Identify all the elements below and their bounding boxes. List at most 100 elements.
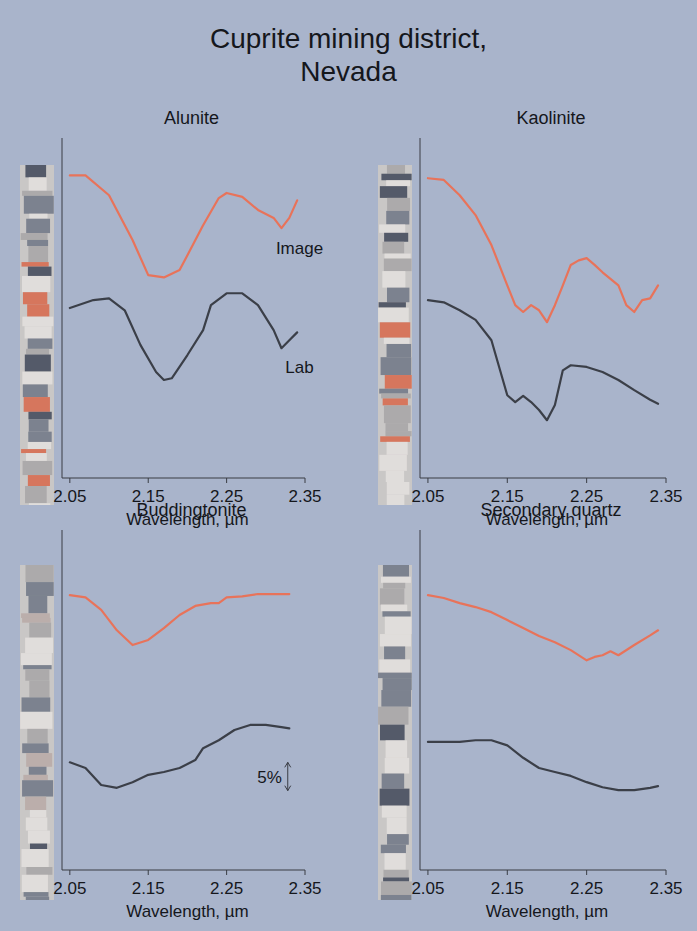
- image-strip-patch: [383, 877, 409, 881]
- x-axis-title: Wavelength, µm: [126, 902, 249, 921]
- image-strip-patch: [384, 646, 405, 659]
- image-strip-patch: [22, 618, 51, 623]
- panel: Kaolinite2.052.152.252.35Wavelength, µm: [411, 108, 682, 529]
- image-strip-patch: [384, 233, 408, 242]
- image-strip-patch: [26, 753, 52, 767]
- series-label: Lab: [285, 358, 313, 377]
- image-strip-patch: [381, 881, 412, 894]
- image-strip-patch: [27, 304, 49, 316]
- x-tick: [69, 870, 70, 875]
- plot-area: [428, 595, 658, 790]
- image-strip-patch: [28, 831, 50, 844]
- x-tick-label: 2.35: [649, 879, 682, 898]
- image-strip-patch: [385, 431, 411, 436]
- image-strip-patch: [385, 758, 409, 774]
- image-strip-patch: [25, 797, 46, 810]
- scale-bar: [287, 762, 288, 790]
- y-axis-line: [62, 530, 63, 870]
- image-strip-patch: [30, 844, 47, 849]
- image-strip-patch: [382, 806, 407, 818]
- spectrum-line: [428, 300, 658, 420]
- image-strip-patch: [21, 849, 48, 867]
- image-strip-patch: [378, 308, 409, 323]
- image-strip-patch: [379, 389, 408, 394]
- image-strip-patch: [29, 177, 47, 190]
- image-strip-patch: [26, 867, 52, 875]
- image-strip-patch: [381, 895, 412, 900]
- image-strip-patch: [25, 326, 52, 338]
- image-strip-patch: [26, 818, 47, 831]
- x-tick: [148, 478, 149, 483]
- x-tick-label: 2.05: [411, 879, 444, 898]
- x-tick: [305, 870, 306, 875]
- x-axis-line: [62, 869, 305, 870]
- x-tick-label: 2.35: [649, 487, 682, 506]
- image-strip-patch: [23, 461, 53, 475]
- image-strip-patch: [29, 681, 49, 698]
- x-tick: [666, 870, 667, 875]
- image-strip-ground: [378, 565, 412, 900]
- image-strip-patch: [383, 398, 408, 405]
- image-strip-patch: [386, 211, 409, 225]
- image-strip-patch: [381, 845, 406, 853]
- image-strip-patch: [378, 673, 412, 678]
- image-strip-patch: [380, 322, 410, 337]
- spectrum-line: [428, 740, 658, 790]
- image-strip-patch: [25, 355, 51, 372]
- image-strip-patch: [23, 384, 48, 397]
- x-tick-label: 2.15: [491, 879, 524, 898]
- x-tick: [226, 478, 227, 483]
- x-tick: [427, 870, 428, 875]
- image-strip-patch: [24, 397, 50, 412]
- figure: Cuprite mining district,NevadaAlunite2.0…: [0, 0, 697, 931]
- image-strip: [378, 165, 412, 505]
- image-strip-patch: [23, 775, 48, 780]
- image-strip-patch: [387, 288, 409, 303]
- image-strip-patch: [384, 259, 412, 272]
- image-strip-patch: [21, 233, 48, 240]
- image-strip-patch: [381, 605, 407, 612]
- image-strip-patch: [382, 611, 410, 616]
- image-strip-patch: [29, 419, 49, 431]
- image-strip-patch: [379, 659, 410, 672]
- image-strip-patch: [22, 780, 53, 796]
- image-strip-patch: [22, 262, 49, 267]
- image-strip-patch: [387, 482, 410, 495]
- x-tick: [507, 478, 508, 483]
- image-strip-patch: [380, 725, 405, 741]
- image-strip-patch: [27, 729, 47, 744]
- image-strip-patch: [22, 191, 52, 196]
- x-tick: [148, 870, 149, 875]
- x-tick: [507, 870, 508, 875]
- image-strip-patch: [382, 242, 404, 254]
- image-strip-patch: [21, 613, 50, 618]
- image-strip-patch: [379, 455, 407, 471]
- image-strip-patch: [21, 653, 52, 665]
- spectrum-line: [428, 178, 658, 322]
- image-strip: [20, 165, 54, 505]
- series-label: Image: [276, 239, 323, 258]
- image-strip-patch: [384, 405, 411, 423]
- spectrum-line: [428, 595, 658, 660]
- y-axis-line: [420, 530, 421, 870]
- image-strip-patch: [25, 165, 46, 177]
- panel-title: Buddingtonite: [136, 500, 246, 520]
- x-tick-label: 2.05: [411, 487, 444, 506]
- main-title: Nevada: [300, 56, 397, 87]
- x-axis-line: [62, 477, 305, 478]
- image-strip-patch: [387, 198, 410, 211]
- image-strip-patch: [379, 302, 406, 307]
- x-axis-title: Wavelength, µm: [486, 902, 609, 921]
- image-strip-ground: [20, 165, 54, 505]
- image-strip-patch: [379, 224, 405, 232]
- image-strip-patch: [25, 486, 47, 503]
- image-strip-patch: [23, 292, 47, 304]
- x-tick-label: 2.25: [210, 879, 243, 898]
- plot-area: [428, 178, 658, 420]
- image-strip-patch: [26, 349, 49, 355]
- image-strip-patch: [22, 875, 48, 892]
- spectrum-line: [70, 594, 289, 645]
- image-strip: [378, 565, 412, 900]
- image-strip-patch: [383, 870, 408, 878]
- image-strip-patch: [387, 442, 408, 455]
